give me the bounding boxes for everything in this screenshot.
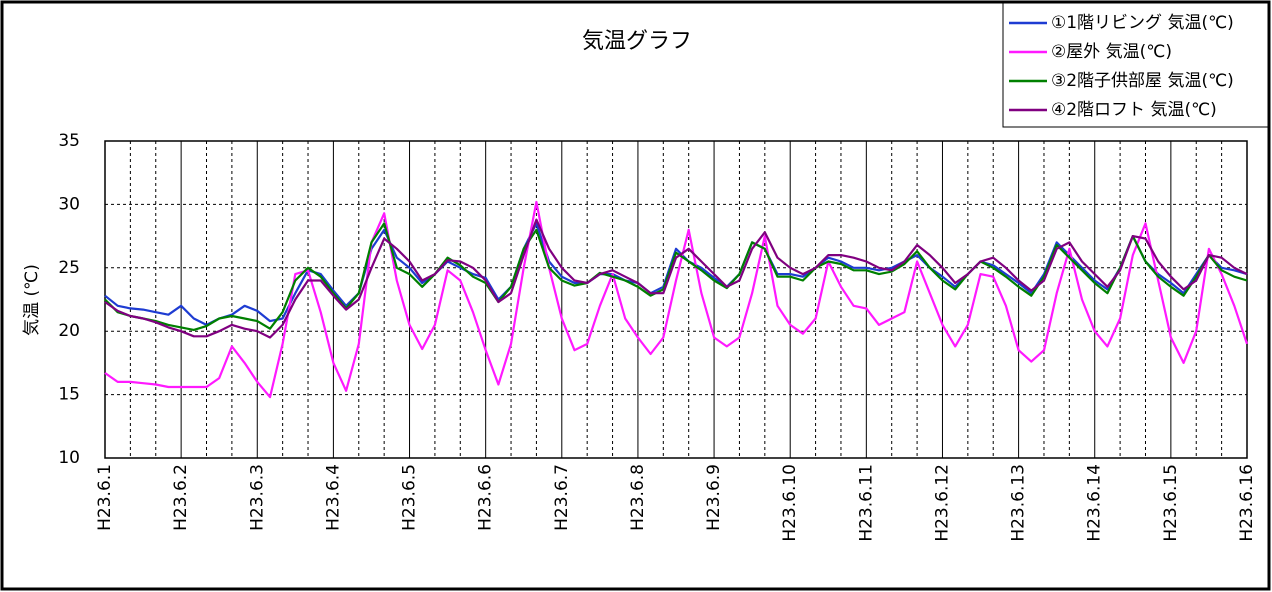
y-tick-label: 30 xyxy=(58,194,80,214)
x-tick-label: H23.6.11 xyxy=(856,464,876,542)
x-tick-label: H23.6.15 xyxy=(1161,464,1181,542)
x-tick-label: H23.6.13 xyxy=(1009,464,1029,542)
legend-box xyxy=(1002,2,1269,128)
x-tick-label: H23.6.10 xyxy=(780,464,800,542)
x-tick-label: H23.6.7 xyxy=(552,464,572,531)
x-tick-label: H23.6.1 xyxy=(95,464,115,531)
y-tick-label: 25 xyxy=(58,258,80,278)
chart-title: 気温グラフ xyxy=(582,29,692,54)
x-tick-label: H23.6.2 xyxy=(171,464,191,531)
x-tick-label: H23.6.8 xyxy=(628,464,648,531)
legend-label: ①1階リビング 気温(℃) xyxy=(1051,13,1234,33)
x-tick-label: H23.6.16 xyxy=(1237,464,1257,542)
y-tick-label: 20 xyxy=(58,321,80,341)
x-tick-label: H23.6.9 xyxy=(704,464,724,531)
x-tick-label: H23.6.6 xyxy=(476,464,496,531)
x-tick-label: H23.6.14 xyxy=(1085,464,1105,542)
legend-label: ②屋外 気温(℃) xyxy=(1051,42,1172,62)
series-line xyxy=(104,222,1248,326)
x-tick-label: H23.6.5 xyxy=(400,464,420,531)
x-tick-label: H23.6.4 xyxy=(323,464,343,531)
y-tick-label: 15 xyxy=(58,385,80,405)
legend-label: ③2階子供部屋 気温(℃) xyxy=(1051,71,1234,91)
y-tick-label: 35 xyxy=(58,131,80,151)
y-axis-label: 気温 (℃) xyxy=(22,264,42,336)
x-tick-label: H23.6.3 xyxy=(247,464,267,531)
y-tick-label: 10 xyxy=(58,448,80,468)
x-tick-label: H23.6.12 xyxy=(932,464,952,542)
series-line xyxy=(104,218,1248,339)
series-line xyxy=(104,200,1249,399)
legend-label: ④2階ロフト 気温(℃) xyxy=(1051,100,1217,120)
series-line xyxy=(104,222,1248,331)
